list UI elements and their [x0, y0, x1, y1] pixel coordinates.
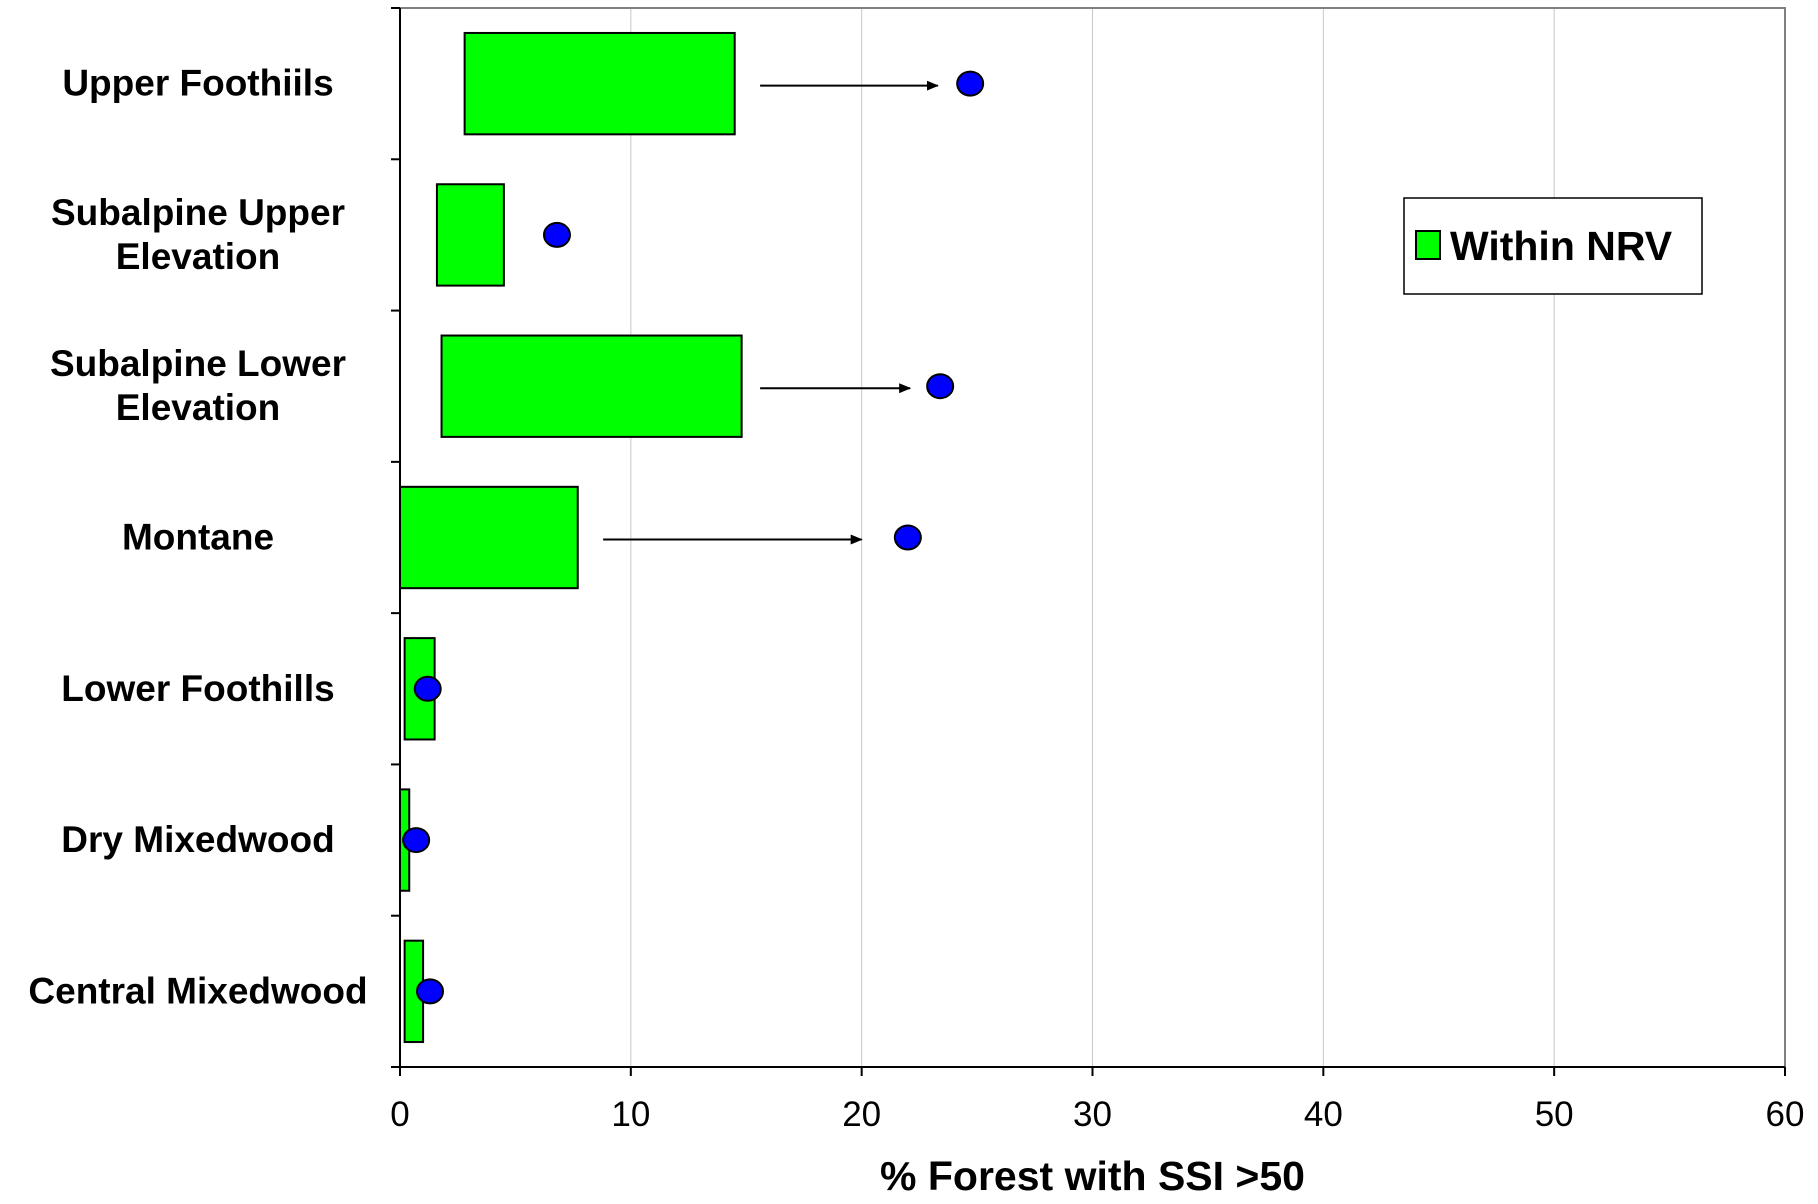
current-value-point — [413, 675, 442, 702]
current-value-points — [402, 70, 985, 1005]
legend-label-within-nrv: Within NRV — [1450, 223, 1673, 269]
axes — [391, 7, 1786, 1076]
nrv-bar — [463, 31, 736, 136]
x-tick-label: 50 — [1535, 1095, 1574, 1134]
current-value-point — [402, 827, 431, 854]
current-value-point — [542, 221, 571, 248]
category-label: Subalpine Lower — [50, 343, 346, 384]
current-value-point — [416, 978, 445, 1005]
x-tick-label: 0 — [390, 1095, 409, 1134]
current-value-point — [926, 373, 955, 400]
x-axis-title: % Forest with SSI >50 — [880, 1153, 1305, 1199]
x-tick-labels: 0 10 20 30 40 50 60 — [390, 1095, 1804, 1134]
x-tick-label: 30 — [1073, 1095, 1112, 1134]
x-tick-label: 20 — [842, 1095, 881, 1134]
current-value-point — [956, 70, 985, 97]
category-label: Dry Mixedwood — [61, 819, 334, 860]
x-tick-label: 60 — [1766, 1095, 1805, 1134]
legend-box — [1403, 197, 1703, 295]
category-label: Elevation — [116, 236, 281, 277]
current-value-point — [893, 524, 922, 551]
category-label: Subalpine Upper — [51, 192, 345, 233]
category-label: Central Mixedwood — [28, 970, 367, 1011]
nrv-bar — [435, 183, 505, 287]
category-label: Lower Foothills — [61, 668, 334, 709]
x-tick-label: 40 — [1304, 1095, 1343, 1134]
trend-arrows — [603, 80, 939, 545]
gridlines — [630, 8, 1555, 1067]
nrv-bar — [399, 485, 579, 590]
x-tick-label: 10 — [611, 1095, 650, 1134]
category-label: Upper Foothiils — [62, 63, 333, 104]
nrv-bars — [399, 31, 743, 1044]
legend: Within NRV — [1403, 197, 1703, 295]
category-label: Elevation — [116, 387, 281, 428]
category-label: Montane — [122, 517, 274, 558]
nrv-bar — [440, 334, 743, 438]
legend-swatch-within-nrv — [1415, 230, 1441, 260]
